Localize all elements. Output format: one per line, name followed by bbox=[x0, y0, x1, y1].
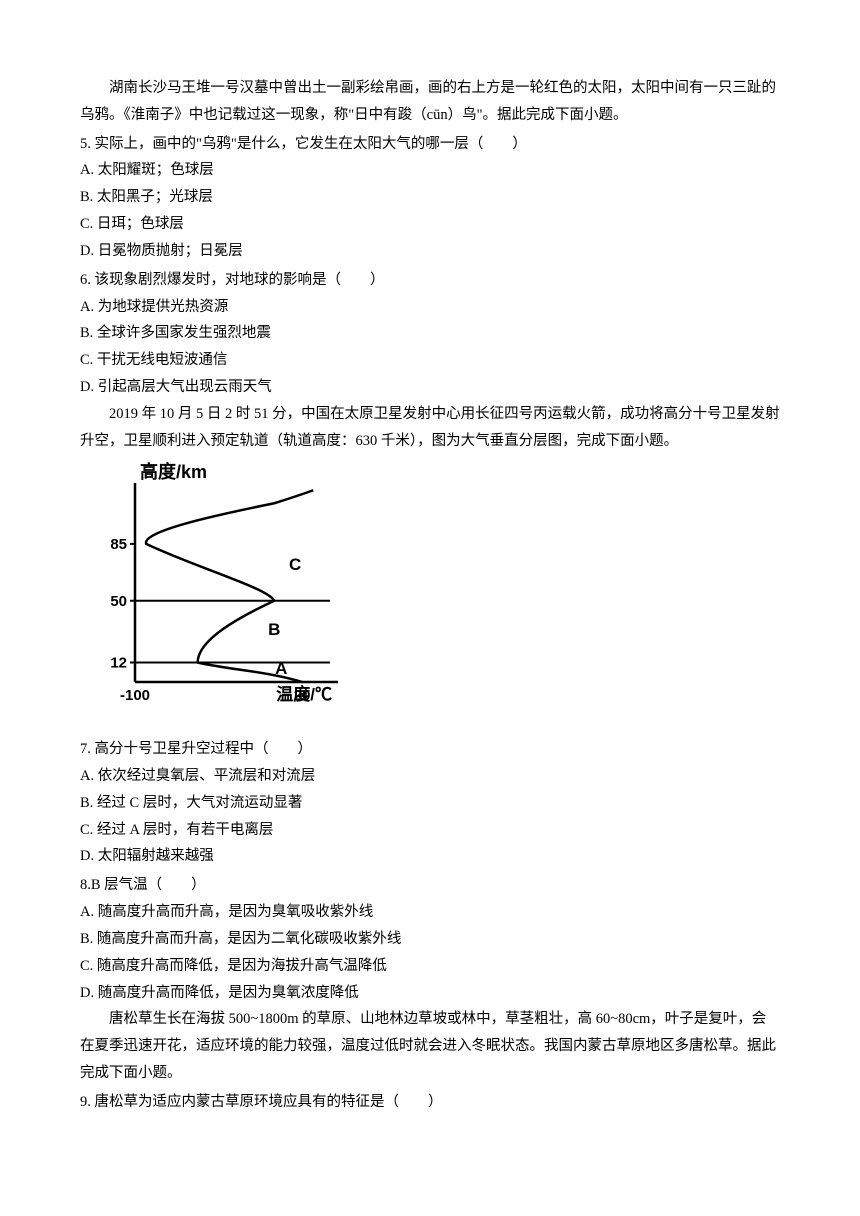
q5-option-d: D. 日冕物质抛射；日冕层 bbox=[80, 238, 780, 265]
svg-text:85: 85 bbox=[110, 536, 127, 553]
svg-text:12: 12 bbox=[110, 655, 127, 672]
q6-stem: 6. 该现象剧烈爆发时，对地球的影响是（ ） bbox=[80, 267, 780, 294]
svg-text:C: C bbox=[289, 555, 301, 574]
q5-stem: 5. 实际上，画中的"乌鸦"是什么，它发生在太阳大气的哪一层（ ） bbox=[80, 131, 780, 158]
passage-2: 2019 年 10 月 5 日 2 时 51 分，中国在太原卫星发射中心用长征四… bbox=[80, 401, 780, 455]
q6-option-b: B. 全球许多国家发生强烈地震 bbox=[80, 320, 780, 347]
q8-option-b: B. 随高度升高而升高，是因为二氧化碳吸收紫外线 bbox=[80, 926, 780, 953]
svg-text:-100: -100 bbox=[120, 687, 150, 704]
q8-option-a: A. 随高度升高而升高，是因为臭氧吸收紫外线 bbox=[80, 899, 780, 926]
q9-stem: 9. 唐松草为适应内蒙古草原环境应具有的特征是（ ） bbox=[80, 1089, 780, 1116]
svg-text:A: A bbox=[275, 659, 287, 678]
q7-option-d: D. 太阳辐射越来越强 bbox=[80, 843, 780, 870]
svg-text:温度/℃: 温度/℃ bbox=[276, 684, 332, 704]
q5-option-b: B. 太阳黑子；光球层 bbox=[80, 184, 780, 211]
svg-text:B: B bbox=[268, 620, 280, 639]
q8-option-d: D. 随高度升高而降低，是因为臭氧浓度降低 bbox=[80, 980, 780, 1007]
q6-option-c: C. 干扰无线电短波通信 bbox=[80, 347, 780, 374]
svg-text:高度/km: 高度/km bbox=[140, 462, 207, 482]
q7-option-b: B. 经过 C 层时，大气对流运动显著 bbox=[80, 790, 780, 817]
svg-text:50: 50 bbox=[110, 593, 127, 610]
q6-option-a: A. 为地球提供光热资源 bbox=[80, 294, 780, 321]
q5-option-a: A. 太阳耀斑；色球层 bbox=[80, 157, 780, 184]
q7-stem: 7. 高分十号卫星升空过程中（ ） bbox=[80, 736, 780, 763]
q5-option-c: C. 日珥；色球层 bbox=[80, 211, 780, 238]
passage-3: 唐松草生长在海拔 500~1800m 的草原、山地林边草坡或林中，草茎粗壮，高 … bbox=[80, 1006, 780, 1086]
q7-option-c: C. 经过 A 层时，有若干电离层 bbox=[80, 817, 780, 844]
q7-option-a: A. 依次经过臭氧层、平流层和对流层 bbox=[80, 763, 780, 790]
passage-1: 湖南长沙马王堆一号汉墓中曾出土一副彩绘帛画，画的右上方是一轮红色的太阳，太阳中间… bbox=[80, 75, 780, 129]
atmosphere-chart: 高度/km125085-10020温度/℃ABC bbox=[80, 462, 780, 732]
q8-option-c: C. 随高度升高而降低，是因为海拔升高气温降低 bbox=[80, 953, 780, 980]
q8-stem: 8.B 层气温（ ） bbox=[80, 872, 780, 899]
q6-option-d: D. 引起高层大气出现云雨天气 bbox=[80, 374, 780, 401]
